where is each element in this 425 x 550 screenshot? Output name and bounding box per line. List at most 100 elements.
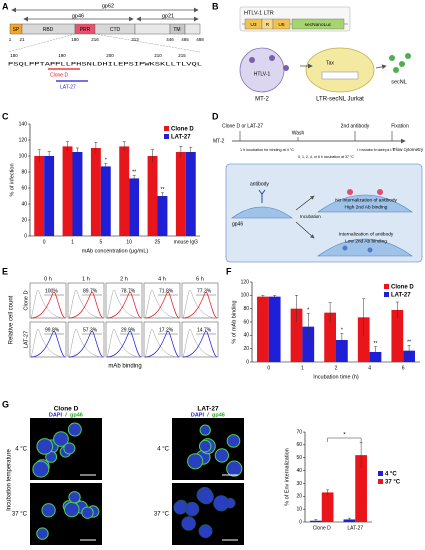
position-label: 465 [181,37,189,42]
x-tick-label: 5 [99,239,102,245]
gp21-ecto [134,23,171,35]
gate-percentage: 14.7% [197,327,212,333]
cell-membrane [317,238,413,257]
error-bar [47,150,51,161]
control-curve [68,289,104,319]
panel-letter: A [2,1,9,11]
row-label: 4 °C [157,447,169,453]
y-tick-label: 100 [19,153,28,159]
bar [90,148,101,236]
bar [357,317,370,362]
error-bar [295,295,299,322]
position-label: 488 [196,37,204,42]
error-bar [407,345,411,356]
internalized-ab [342,245,348,251]
virus-label: HTLV-1 [254,71,271,77]
panel-d-diagram [225,131,423,263]
nucleus [214,448,230,463]
control-curve [30,289,66,319]
significance: * [307,308,309,314]
legend-swatch [378,479,383,484]
outcome-label: Low 2nd Ab binding [345,238,387,244]
second-ab [377,189,383,195]
bar [34,156,45,236]
reporter-gene [321,71,359,80]
histogram-frame [181,282,219,319]
secretion-arrow [375,64,387,70]
element-label: R [266,22,270,28]
histogram-frame [105,321,143,358]
bar [290,308,303,362]
legend-swatch [384,292,389,297]
error-bar [122,141,126,152]
sample-curve [30,291,66,319]
y-tick-label: 100 [241,293,250,299]
step-detail: 1 h incubation for binding at 4 °C [240,147,294,152]
zoom-line [94,33,201,53]
significance: ** [407,340,411,346]
x-axis-label: Incubation time (h) [313,374,359,380]
cell-membrane [231,206,293,219]
readout-label: Flow cytometry [393,147,424,152]
time-label: 4 h [158,276,166,282]
gate-percentage: 29.9% [121,327,136,333]
position-label: 216 [91,37,99,42]
secnl-dot [405,53,411,59]
y-tick-label: 50 [296,455,302,461]
y-tick-label: 40 [296,468,302,474]
domain-label: SP [13,27,20,33]
x-tick-label: 0 [43,239,46,245]
legend-swatch [164,134,169,139]
virus [249,57,255,63]
panel-letter: D [212,111,219,121]
nucleus [81,506,94,519]
step-label: Fixation [391,123,409,129]
row-label: 37 °C [154,512,170,518]
y-tick-label: 20 [21,217,27,223]
product-label: secNL [391,79,407,85]
bar [302,326,315,362]
second-ab [347,189,353,195]
significance: ** [374,341,378,347]
x-tick-label: 0 [267,365,270,371]
outcome-label: High 2nd Ab binding [345,204,388,210]
sample-curve [30,330,66,358]
x-tick-label: 10 [126,239,132,245]
step-label: Wash [292,130,305,136]
error-bar [37,149,41,163]
nucleus [226,434,241,448]
control-curve [106,328,142,358]
sample-curve [144,291,180,319]
bar [72,152,83,236]
mt2-cell [239,47,285,93]
gate-percentage: 100% [45,288,58,294]
y-tick-label: 80 [21,169,27,175]
histogram-frame [67,282,105,319]
error-bar [160,192,164,200]
y-tick-label: 60 [296,442,302,448]
element-label: U3 [250,22,256,28]
legend-label: Clone D [171,126,194,132]
outcome-label: No internalization of antibody [335,197,397,203]
sample-curve [144,330,180,358]
nucleus [67,422,82,437]
histogram-frame [143,321,181,358]
nucleus [32,460,50,478]
sample-curve [182,330,218,358]
y-axis-label: % of Env internalization [284,448,290,505]
nucleus [198,524,213,539]
stain-label: DAPI [49,412,63,418]
legend-label: Clone D [391,284,414,290]
bar [324,312,336,362]
column-label: LAT-27 [197,406,219,413]
control-curve [144,289,180,319]
bar [157,196,168,236]
legend-swatch [384,284,389,289]
legend-label: LAT-27 [171,134,191,140]
legend-label: LAT-27 [391,292,411,298]
error-bar [314,519,318,522]
y-tick-label: 30 [296,481,302,487]
y-axis-label: % of infection [9,163,15,196]
tax-label: Tax [326,60,334,66]
